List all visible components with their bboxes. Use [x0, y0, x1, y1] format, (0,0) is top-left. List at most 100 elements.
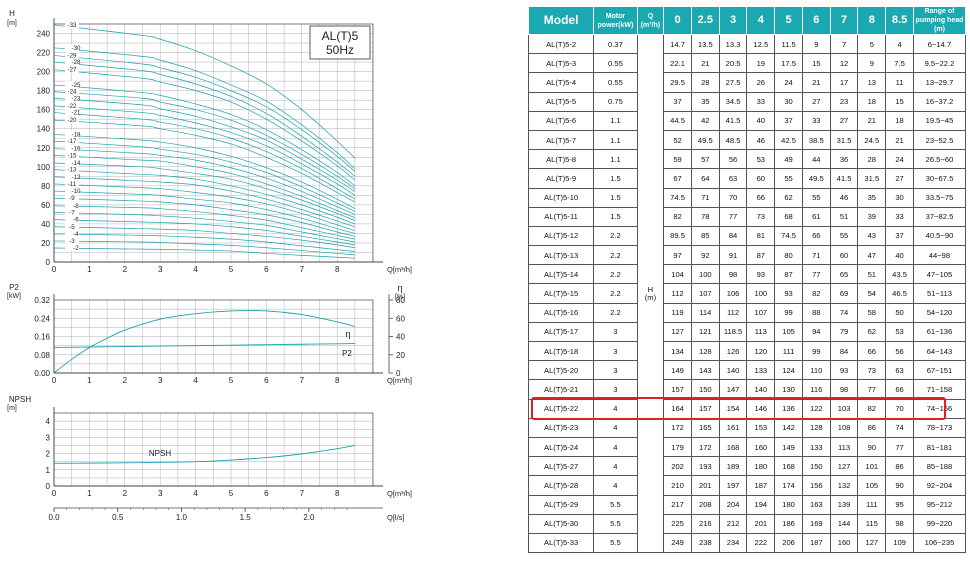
- model-cell: AL(T)5-16: [527, 302, 595, 323]
- npsh-x-tick-label: 3: [158, 489, 163, 498]
- hq-curve-label-bg: [65, 65, 79, 73]
- model-cell: AL(T)5-17: [527, 321, 595, 343]
- hq-y-tick-label: 100: [37, 163, 51, 172]
- head-value-cell: 77: [718, 206, 748, 227]
- hq-curve-label: -17: [68, 138, 78, 145]
- head-value-cell: 94: [801, 321, 831, 343]
- npsh-curve-label: NPSH: [149, 449, 171, 458]
- head-value-cell: 37: [774, 110, 803, 131]
- npsh-y-tick-label: 2: [46, 450, 51, 459]
- hq-curve-label-bg: [65, 187, 79, 195]
- head-value-cell: 193: [690, 456, 720, 477]
- hq-curve: [53, 212, 355, 243]
- model-cell: AL(T)5-4: [527, 72, 595, 93]
- power-cell: 1.5: [593, 168, 638, 189]
- range-cell: 54~120: [912, 302, 967, 323]
- head-value-cell: 105: [774, 321, 803, 343]
- head-value-cell: 28: [690, 72, 720, 93]
- table-header-cell: 8.5: [885, 6, 914, 35]
- table-row: AL(T)5-17 3 127 121 118.5 113 105 94 79 62 53 61~13…: [527, 321, 967, 343]
- head-value-cell: 172: [663, 417, 692, 438]
- head-value-cell: 71: [801, 245, 831, 266]
- head-value-cell: 53: [746, 149, 776, 170]
- hq-curve: [53, 162, 356, 221]
- head-value-cell: 33: [801, 110, 831, 131]
- ls-tick-label: 2.0: [303, 513, 315, 522]
- model-cell: AL(T)5-7: [527, 129, 595, 151]
- p2-x-tick-label: 1: [87, 376, 92, 385]
- head-value-cell: 84: [718, 225, 748, 247]
- model-cell: AL(T)5-27: [527, 456, 595, 477]
- head-value-cell: 35: [857, 187, 887, 208]
- head-value-cell: 46: [746, 129, 776, 151]
- head-value-cell: 64: [690, 168, 720, 189]
- hq-curve-label: -15: [68, 152, 78, 159]
- power-cell: 3: [593, 321, 638, 343]
- head-value-cell: 165: [690, 417, 720, 438]
- p2-x-tick-label: 2: [123, 376, 128, 385]
- hq-curve-label-bg: [65, 165, 79, 173]
- power-cell: 1.1: [593, 149, 638, 170]
- head-value-cell: 21: [690, 53, 720, 74]
- head-value-cell: 54: [857, 283, 887, 304]
- range-cell: 74~166: [912, 398, 967, 419]
- head-value-cell: 61: [801, 206, 831, 227]
- head-value-cell: 212: [718, 513, 748, 534]
- p2-y2-tick-label: 60: [396, 314, 405, 323]
- head-value-cell: 9: [857, 53, 887, 74]
- range-cell: 61~136: [912, 321, 967, 343]
- p2-y-tick-label: 0.32: [34, 296, 50, 305]
- range-cell: 44~98: [912, 245, 967, 266]
- hq-curve-label-bg: [65, 201, 79, 209]
- head-value-cell: 11: [885, 72, 914, 93]
- head-value-cell: 21: [801, 72, 831, 93]
- head-value-cell: 95: [885, 494, 914, 515]
- model-cell: AL(T)5-6: [527, 110, 595, 131]
- table-header-row: Model Motor power(kW) Q (m³/h) 0 2.5 3 4 5 6 7 8 8.…: [527, 6, 967, 35]
- ls-tick-label: 1.0: [176, 513, 188, 522]
- head-value-cell: 186: [774, 513, 803, 534]
- h-unit-cell: H (m): [636, 33, 665, 554]
- model-cell: AL(T)5-20: [527, 360, 595, 381]
- range-cell: 30~67.5: [912, 168, 967, 189]
- p2-y2-unit: [%]: [395, 294, 405, 301]
- p2-y-label: P2: [9, 283, 19, 292]
- head-value-cell: 113: [746, 321, 776, 343]
- head-value-cell: 33: [746, 91, 776, 112]
- hq-curve-label: -3: [69, 238, 75, 245]
- p2-p2-label: P2: [342, 349, 352, 358]
- hq-curve: [53, 148, 356, 215]
- hq-y-tick-label: 140: [37, 125, 51, 134]
- range-cell: 64~143: [912, 340, 967, 362]
- head-value-cell: 58: [857, 302, 887, 323]
- hq-x-tick-label: 0: [52, 265, 57, 274]
- head-value-cell: 27: [801, 91, 831, 112]
- table-row: AL(T)5-7 1.1 52 49.5 48.5 46 42.5 38.5 31.5 24.5 2…: [527, 129, 967, 151]
- head-value-cell: 49: [774, 149, 803, 170]
- head-value-cell: 15: [801, 53, 831, 74]
- head-value-cell: 27: [829, 110, 859, 131]
- head-value-cell: 136: [774, 398, 803, 419]
- npsh-y-unit: [m]: [7, 405, 17, 412]
- head-value-cell: 63: [718, 168, 748, 189]
- head-value-cell: 53: [885, 321, 914, 343]
- hq-curve-label-bg: [65, 229, 79, 237]
- ls-tick-label: 0.5: [112, 513, 124, 522]
- hq-curve-label: -29: [68, 52, 78, 59]
- hq-curve-label-bg: [65, 179, 79, 187]
- head-value-cell: 80: [774, 245, 803, 266]
- head-value-cell: 97: [663, 245, 692, 266]
- hq-curve-label: -9: [69, 195, 75, 202]
- power-cell: 0.37: [593, 33, 638, 55]
- p2-eta-label: η: [345, 329, 350, 339]
- head-value-cell: 128: [801, 417, 831, 438]
- head-value-cell: 74: [885, 417, 914, 438]
- range-cell: 78~173: [912, 417, 967, 438]
- model-cell: AL(T)5-24: [527, 436, 595, 458]
- model-cell: AL(T)5-13: [527, 245, 595, 266]
- hq-curve: [53, 112, 356, 200]
- head-value-cell: 60: [829, 245, 859, 266]
- p2-x-tick-label: 6: [264, 376, 269, 385]
- head-value-cell: 82: [801, 283, 831, 304]
